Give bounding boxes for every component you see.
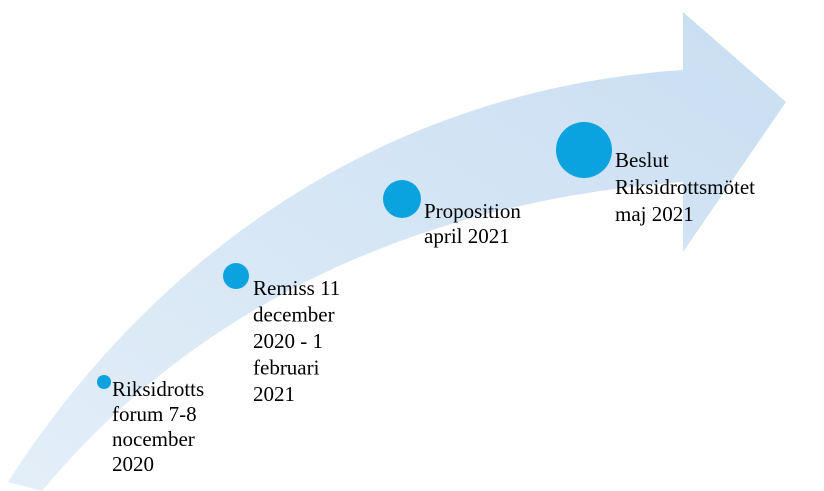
milestone-label: april 2021 [424, 224, 510, 248]
milestone-label: maj 2021 [615, 202, 694, 226]
milestone-label: Beslut [615, 148, 669, 172]
milestone-label: Remiss 11 [253, 276, 340, 300]
milestone-dot [223, 263, 249, 289]
milestone-label: 2020 - 1 [253, 329, 323, 353]
milestone-label: februari [253, 355, 320, 379]
milestone-label: december [253, 302, 335, 326]
milestone-label: Riksidrottsmötet [615, 175, 755, 199]
milestone-dot [556, 122, 612, 178]
milestone-dot [383, 180, 421, 218]
milestone-label: 2021 [253, 382, 295, 406]
milestone-dot [97, 375, 111, 389]
milestone-label: nocember [112, 427, 195, 451]
milestone-label: forum 7-8 [112, 402, 197, 426]
milestone-label: Proposition [424, 199, 521, 223]
milestone-label: Riksidrotts [112, 377, 204, 401]
milestone-label: 2020 [112, 452, 154, 476]
